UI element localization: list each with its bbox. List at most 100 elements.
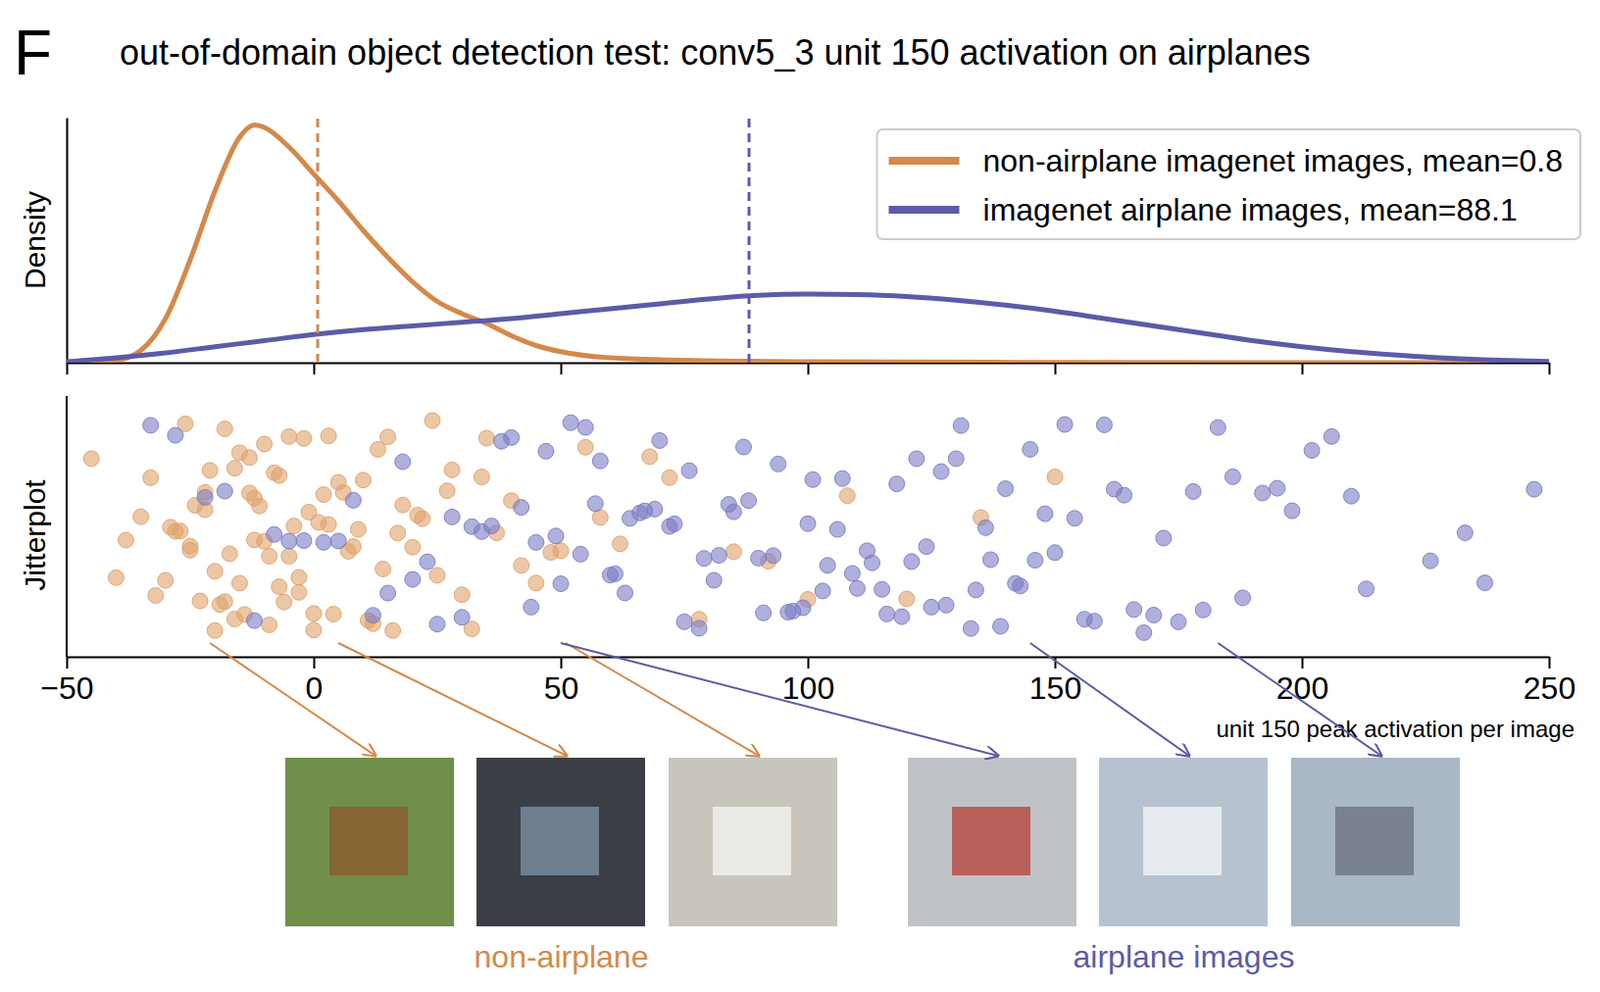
- point: [354, 472, 371, 489]
- thumbnail: [476, 757, 646, 927]
- point: [143, 417, 159, 434]
- tick-label: 50: [544, 670, 580, 706]
- point: [281, 428, 298, 445]
- point: [523, 599, 540, 615]
- x-axis: −50050100150200250: [40, 656, 1576, 706]
- point: [380, 585, 397, 601]
- example-arrow: [338, 643, 567, 756]
- point: [908, 450, 925, 467]
- point: [587, 496, 603, 512]
- point: [325, 605, 342, 622]
- point: [429, 616, 446, 633]
- point: [364, 607, 381, 624]
- legend-label: non-airplane imagenet images, mean=0.8: [983, 143, 1563, 179]
- point: [221, 546, 238, 562]
- point: [350, 521, 366, 538]
- tick-mark: [1301, 362, 1304, 375]
- point: [1303, 442, 1320, 458]
- point: [157, 572, 174, 589]
- tick-mark: [313, 362, 316, 375]
- point: [1209, 419, 1226, 436]
- point: [666, 515, 683, 532]
- point: [918, 539, 935, 555]
- point: [1086, 613, 1102, 630]
- point: [572, 546, 589, 562]
- point: [404, 539, 421, 555]
- point: [1096, 416, 1112, 433]
- point: [1047, 545, 1063, 561]
- point: [1136, 624, 1152, 641]
- thumbnail: [285, 757, 454, 927]
- point: [889, 476, 905, 493]
- tick: [66, 362, 68, 375]
- point: [874, 581, 891, 598]
- point: [800, 515, 816, 532]
- point: [266, 526, 283, 543]
- tick: [807, 362, 809, 375]
- point: [330, 533, 347, 550]
- point: [676, 613, 693, 630]
- point: [419, 553, 436, 570]
- point: [725, 544, 742, 560]
- point: [117, 532, 134, 549]
- point: [1269, 480, 1286, 497]
- tick-mark: [1054, 656, 1057, 669]
- tick-mark: [807, 656, 810, 669]
- point: [705, 572, 722, 589]
- point: [528, 534, 545, 550]
- point: [538, 443, 554, 459]
- point: [167, 427, 184, 444]
- point: [933, 463, 950, 480]
- tick-mark: [66, 656, 69, 669]
- point: [1047, 468, 1063, 485]
- point: [923, 599, 940, 615]
- point: [617, 585, 634, 601]
- point: [834, 470, 850, 487]
- point: [647, 500, 663, 517]
- point: [903, 553, 920, 570]
- point: [1126, 601, 1143, 618]
- point: [216, 483, 233, 500]
- figure: Fout-of-domain object detection test: co…: [0, 0, 1600, 992]
- point: [320, 516, 337, 533]
- tick-mark: [1549, 656, 1551, 669]
- point: [305, 622, 322, 639]
- point: [414, 510, 431, 527]
- point: [1037, 505, 1053, 522]
- point: [261, 616, 278, 633]
- point: [390, 525, 406, 542]
- density-line: [66, 294, 1550, 362]
- point: [725, 503, 742, 520]
- point: [899, 591, 915, 607]
- point: [271, 579, 288, 596]
- legend-label: imagenet airplane images, mean=88.1: [983, 192, 1518, 228]
- point: [305, 605, 322, 622]
- point: [256, 436, 273, 452]
- point: [844, 565, 860, 582]
- x-axis: [67, 362, 1550, 375]
- tick-label: 100: [782, 670, 835, 706]
- point: [552, 576, 569, 593]
- point: [291, 584, 307, 600]
- point: [938, 597, 954, 613]
- point: [1476, 575, 1493, 592]
- point: [444, 508, 460, 525]
- point: [1056, 416, 1073, 433]
- point: [404, 571, 421, 588]
- point: [1012, 578, 1029, 595]
- point: [444, 461, 460, 478]
- tick: [1301, 362, 1303, 375]
- point: [1195, 601, 1211, 618]
- point: [661, 469, 678, 486]
- legend-box: [877, 129, 1581, 240]
- point: [503, 429, 520, 446]
- point: [1456, 525, 1473, 542]
- point: [770, 455, 787, 472]
- point: [143, 469, 159, 486]
- mean-line: [748, 117, 751, 363]
- point-group: [83, 412, 1063, 639]
- point: [735, 439, 751, 455]
- point: [1146, 606, 1162, 623]
- point: [380, 429, 397, 446]
- tick-label: 150: [1029, 670, 1082, 706]
